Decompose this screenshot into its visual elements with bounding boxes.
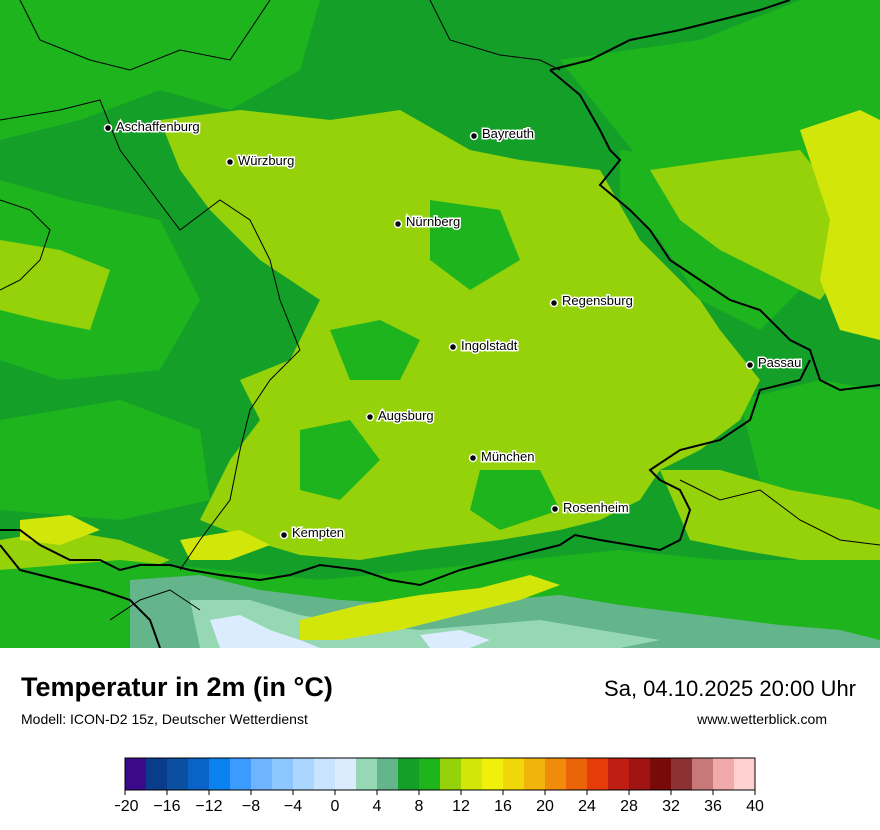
svg-text:Bayreuth: Bayreuth (482, 126, 534, 141)
model-subtitle: Modell: ICON-D2 15z, Deutscher Wetterdie… (21, 711, 308, 727)
svg-text:Nürnberg: Nürnberg (406, 214, 460, 229)
legend-swatch (398, 758, 420, 790)
legend-swatch (272, 758, 294, 790)
country-borders (0, 0, 880, 648)
forecast-datetime: Sa, 04.10.2025 20:00 Uhr (604, 676, 856, 701)
legend-swatch (167, 758, 189, 790)
svg-text:Aschaffenburg: Aschaffenburg (116, 119, 200, 134)
legend-tick-label: 12 (452, 798, 470, 815)
legend-swatch (377, 758, 399, 790)
legend-swatch (125, 758, 147, 790)
legend-swatch (650, 758, 672, 790)
legend-swatch (335, 758, 357, 790)
legend-tick-label: 36 (704, 798, 722, 815)
svg-text:Ingolstadt: Ingolstadt (461, 338, 518, 353)
legend-swatch (356, 758, 378, 790)
city-nuernberg[interactable]: Nürnberg (393, 213, 462, 231)
legend-swatch (713, 758, 735, 790)
city-markers: Aschaffenburg Würzburg Bayreuth Nürnberg… (103, 118, 803, 542)
legend-tick-label: −12 (195, 798, 222, 815)
website-link[interactable]: www.wetterblick.com (697, 711, 827, 727)
map-title: Temperatur in 2m (in °C) (21, 672, 333, 702)
legend-tick-label: 0 (331, 798, 340, 815)
legend-swatch (461, 758, 483, 790)
svg-text:Würzburg: Würzburg (238, 153, 294, 168)
legend-tick-label: 4 (373, 798, 382, 815)
city-bayreuth[interactable]: Bayreuth (469, 125, 536, 143)
legend-tick-label: −20 (115, 798, 139, 815)
color-legend: −20 −16 −12 −8 −4 0 4 8 12 16 20 24 28 32 36 40 (115, 757, 764, 815)
city-aschaffenburg[interactable]: Aschaffenburg (103, 118, 201, 136)
legend-swatch (209, 758, 231, 790)
temp-band-10-islands (300, 200, 560, 530)
legend-swatch (482, 758, 504, 790)
legend-swatch (230, 758, 252, 790)
city-ingolstadt[interactable]: Ingolstadt (448, 337, 519, 355)
legend-swatch (608, 758, 630, 790)
city-regensburg[interactable]: Regensburg (549, 292, 634, 310)
svg-text:Rosenheim: Rosenheim (563, 500, 629, 515)
city-rosenheim[interactable]: Rosenheim (550, 499, 630, 517)
legend-swatch (314, 758, 336, 790)
legend-swatch (419, 758, 441, 790)
legend-tick-label: −16 (153, 798, 180, 815)
legend-tick-label: 8 (415, 798, 424, 815)
legend-border (124, 757, 756, 791)
legend-swatch (251, 758, 273, 790)
legend-tick-label: −8 (242, 798, 260, 815)
legend-swatch (629, 758, 651, 790)
svg-text:Regensburg: Regensburg (562, 293, 633, 308)
footer-panel (0, 648, 880, 830)
city-wuerzburg[interactable]: Würzburg (225, 152, 296, 170)
svg-text:München: München (481, 449, 534, 464)
svg-text:Augsburg: Augsburg (378, 408, 434, 423)
city-augsburg[interactable]: Augsburg (365, 407, 435, 425)
legend-swatch (188, 758, 210, 790)
legend-swatch (734, 758, 756, 790)
legend-swatch (692, 758, 714, 790)
legend-swatch (503, 758, 525, 790)
legend-tick-label: 20 (536, 798, 554, 815)
legend-tick-label: 40 (746, 798, 764, 815)
legend-tick-label: 28 (620, 798, 638, 815)
city-passau[interactable]: Passau (745, 354, 803, 372)
legend-swatch (545, 758, 567, 790)
svg-text:Kempten: Kempten (292, 525, 344, 540)
legend-swatch (440, 758, 462, 790)
legend-tick-label: −4 (284, 798, 302, 815)
svg-text:Passau: Passau (758, 355, 801, 370)
legend-tick-label: 16 (494, 798, 512, 815)
city-kempten[interactable]: Kempten (279, 524, 346, 542)
city-muenchen[interactable]: München (468, 448, 536, 466)
legend-swatch (293, 758, 315, 790)
legend-ticks: −20 −16 −12 −8 −4 0 4 8 12 16 20 24 28 32 36 40 (115, 790, 764, 815)
temperature-map: Aschaffenburg Würzburg Bayreuth Nürnberg… (0, 0, 880, 648)
legend-swatch (671, 758, 693, 790)
legend-swatch (146, 758, 168, 790)
state-borders (0, 0, 880, 621)
legend-swatch (587, 758, 609, 790)
legend-swatch (524, 758, 546, 790)
legend-tick-label: 24 (578, 798, 596, 815)
legend-swatch (566, 758, 588, 790)
legend-swatches (124, 757, 756, 791)
legend-tick-label: 32 (662, 798, 680, 815)
